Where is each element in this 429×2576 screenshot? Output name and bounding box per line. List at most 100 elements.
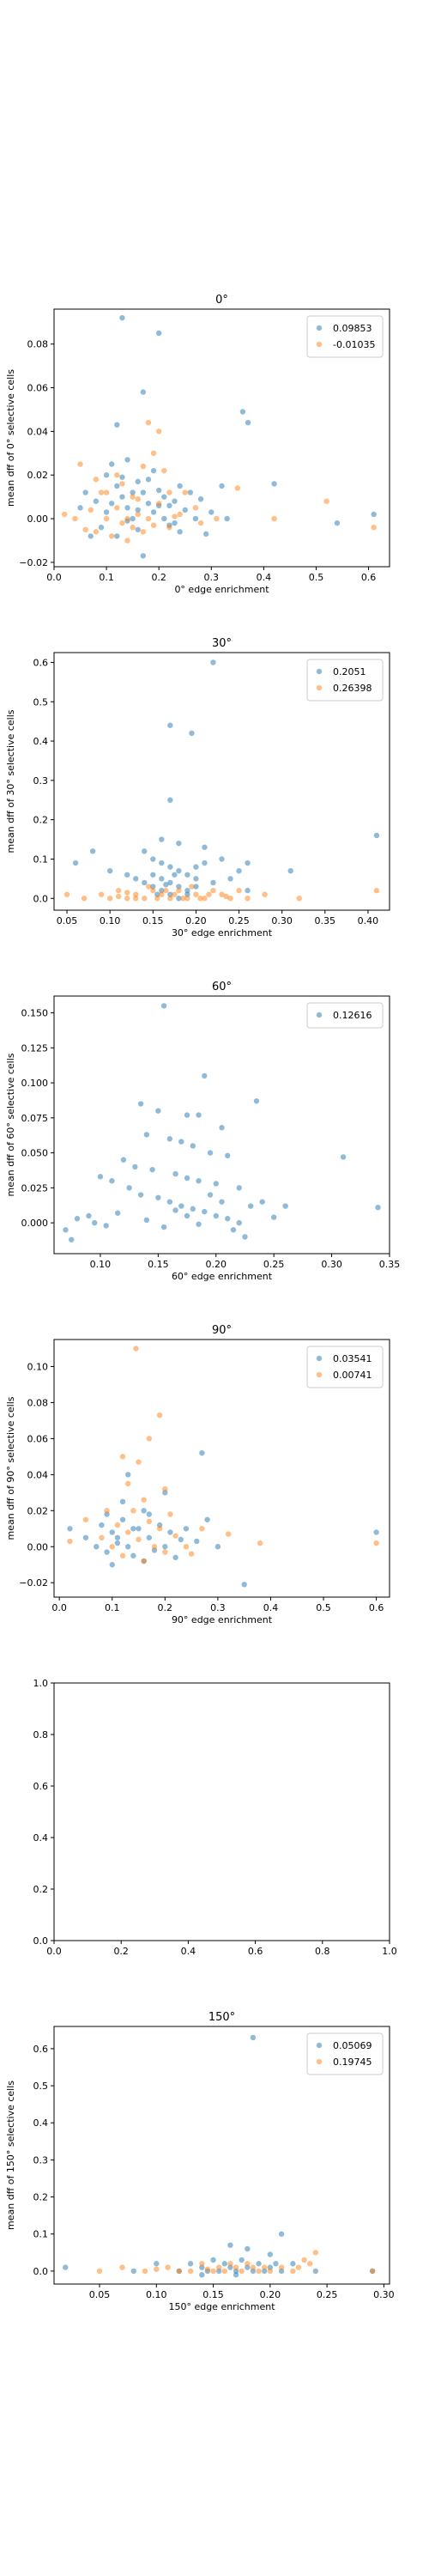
series-0-points	[72, 659, 380, 902]
x-tick-label: 0.0	[46, 572, 62, 583]
data-point	[172, 1170, 178, 1177]
legend-box	[306, 315, 384, 358]
x-tick-label: 0.05	[89, 2289, 111, 2300]
data-point	[278, 2231, 285, 2237]
data-point	[125, 1480, 131, 1487]
chart-panel-1: 0.05 0.10 0.15 0.20 0.25 0.30 0.35 0.40 0.0 0.1 0.…	[5, 637, 390, 939]
x-tick-label: 0.15	[202, 2289, 224, 2300]
data-point	[183, 1526, 190, 1532]
data-point	[141, 1508, 147, 1514]
data-point	[77, 461, 83, 467]
data-point	[213, 1181, 219, 1187]
data-point	[167, 722, 173, 728]
data-point	[119, 1516, 126, 1522]
y-tick-label: 0.1	[33, 2229, 49, 2240]
x-tick-label: 1.0	[382, 1946, 397, 1957]
legend-entry: 0.00741	[333, 1370, 372, 1381]
data-point	[155, 428, 162, 434]
data-point	[287, 868, 293, 874]
data-point	[373, 1529, 379, 1535]
data-point	[262, 891, 268, 897]
x-axis-label: 60° edge enrichment	[172, 1271, 273, 1282]
data-point	[109, 1562, 115, 1568]
data-point	[159, 860, 165, 866]
data-point	[82, 526, 88, 532]
data-point	[124, 896, 130, 902]
chart-title: 90°	[212, 1324, 232, 1337]
data-point	[257, 1540, 263, 1546]
chart-title: 30°	[212, 637, 232, 650]
series-1-points	[96, 2250, 376, 2275]
data-point	[63, 2264, 69, 2270]
data-point	[161, 467, 167, 474]
legend-marker	[316, 1012, 323, 1018]
legend-marker	[316, 1355, 323, 1362]
data-point	[67, 1538, 73, 1545]
legend-box	[306, 2032, 384, 2075]
data-point	[223, 893, 229, 900]
data-point	[278, 2264, 285, 2270]
plot-frame	[53, 2026, 390, 2285]
data-point	[196, 1178, 202, 1184]
data-point	[145, 477, 152, 483]
data-point	[166, 489, 172, 495]
chart-title: 60°	[212, 981, 232, 993]
x-tick-label: 0.30	[271, 915, 293, 927]
data-point	[167, 891, 173, 897]
data-point	[124, 872, 130, 878]
x-tick-label: 0.05	[57, 915, 78, 927]
data-point	[245, 887, 251, 894]
x-tick-label: 0.6	[369, 1602, 384, 1613]
data-point	[142, 2268, 148, 2275]
data-point	[93, 498, 100, 504]
data-point	[227, 2261, 233, 2267]
data-point	[193, 876, 199, 882]
data-point	[334, 519, 341, 526]
data-point	[114, 1522, 121, 1528]
data-point	[146, 1511, 153, 1517]
y-tick-label: 0.4	[33, 736, 49, 747]
data-point	[133, 876, 139, 882]
data-point	[124, 890, 130, 896]
data-point	[184, 1175, 190, 1182]
x-tick-label: 0.6	[248, 1946, 263, 1957]
legend-marker	[316, 2042, 323, 2049]
x-axis-label: 0° edge enrichment	[174, 584, 269, 595]
data-point	[96, 2268, 103, 2275]
data-point	[150, 872, 156, 878]
data-point	[130, 515, 136, 522]
data-point	[154, 891, 160, 897]
data-point	[130, 1508, 136, 1514]
data-point	[187, 2268, 194, 2275]
data-point	[250, 2264, 257, 2270]
data-point	[137, 1192, 144, 1198]
data-point	[196, 1221, 202, 1227]
data-point	[72, 860, 79, 866]
legend-box	[306, 1002, 384, 1029]
data-point	[189, 730, 195, 737]
data-point	[194, 1538, 200, 1545]
data-point	[187, 2261, 194, 2267]
data-point	[89, 848, 96, 854]
data-point	[219, 856, 225, 862]
legend-entry: 0.26398	[333, 683, 372, 694]
data-point	[199, 1449, 205, 1456]
data-point	[98, 525, 105, 531]
data-point	[67, 1526, 73, 1532]
data-point	[135, 495, 141, 502]
data-point	[256, 2261, 262, 2267]
data-point	[124, 505, 130, 511]
data-point	[172, 891, 178, 897]
data-point	[167, 1511, 173, 1517]
data-point	[143, 1217, 150, 1224]
data-point	[91, 1219, 98, 1226]
data-point	[106, 896, 113, 902]
data-point	[133, 891, 139, 897]
data-point	[219, 1125, 225, 1131]
data-point	[130, 489, 136, 495]
legend-marker	[316, 2058, 323, 2065]
data-point	[154, 2266, 160, 2272]
data-point	[183, 1544, 190, 1550]
chart-panel-0: 0.0 0.1 0.2 0.3 0.4 0.5 0.6 −0.02 0.00 0.02 0.04 0.…	[5, 294, 390, 595]
legend-entry: 0.12616	[333, 1010, 372, 1021]
